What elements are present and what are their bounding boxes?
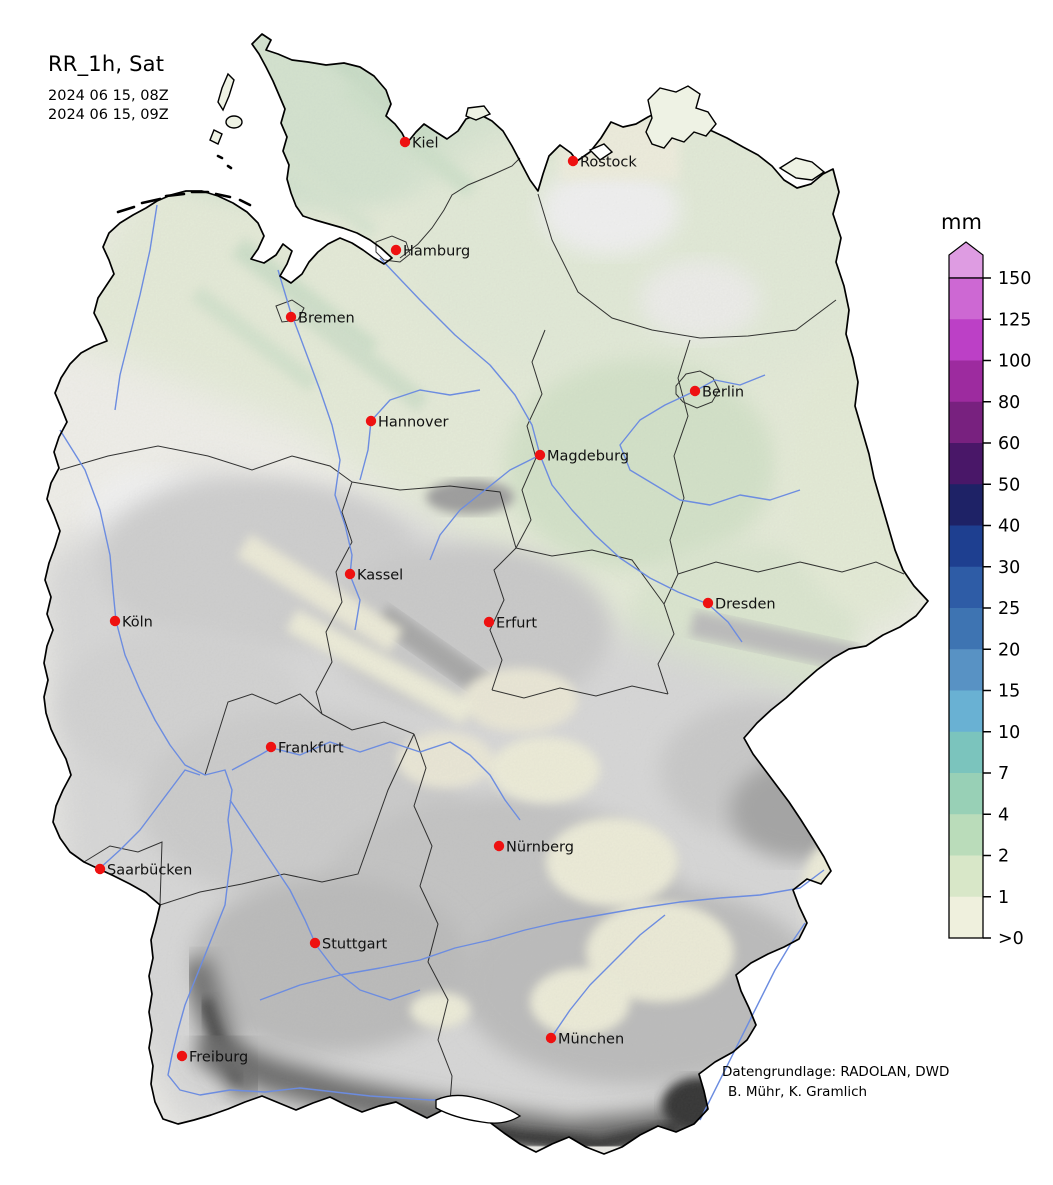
attribution-source: Datengrundlage: RADOLAN, DWD [722, 1064, 950, 1080]
city-marker-rostock [567, 155, 579, 167]
attribution: Datengrundlage: RADOLAN, DWD B. Mühr, K.… [722, 1062, 949, 1102]
city-marker-bremen [285, 311, 297, 323]
city-label-berlin: Berlin [702, 385, 744, 401]
city-marker-erfurt [483, 616, 495, 628]
city-label-hannover: Hannover [378, 415, 449, 431]
colorbar-unit-label: mm [941, 210, 982, 234]
colorbar-tick-label: 4 [998, 805, 1009, 825]
colorbar-segment [949, 525, 983, 568]
city-label-kassel: Kassel [357, 568, 403, 584]
colorbar-tick-label: 1 [998, 888, 1009, 908]
colorbar-overflow-arrow [948, 241, 984, 279]
colorbar-segment [949, 566, 983, 609]
colorbar-tick-label: 15 [998, 682, 1020, 702]
timestamp-end: 2024 06 15, 09Z [48, 107, 169, 123]
colorbar-tick-label: >0 [998, 929, 1024, 949]
attribution-authors: B. Mühr, K. Gramlich [728, 1084, 868, 1100]
city-label-freiburg: Freiburg [189, 1050, 248, 1066]
city-label-frankfurt: Frankfurt [278, 741, 344, 757]
city-marker-frankfurt [265, 741, 277, 753]
city-marker-kiel [399, 136, 411, 148]
colorbar-tick-label: 125 [998, 310, 1031, 330]
city-marker-berlin [689, 385, 701, 397]
colorbar-segment [949, 649, 983, 691]
city-label-köln: Köln [122, 615, 153, 631]
colorbar-tick-label: 80 [998, 393, 1020, 413]
colorbar-tick-label: 50 [998, 475, 1020, 495]
colorbar-segment [949, 855, 983, 898]
city-marker-saarbücken [94, 863, 106, 875]
city-marker-kassel [344, 568, 356, 580]
city-markers-layer: Kiel Rostock Hamburg Bremen Berlin Hannover Ma… [94, 136, 776, 1066]
timestamp-start: 2024 06 15, 08Z [48, 88, 169, 104]
plot-title: RR_1h, Sat [48, 52, 165, 76]
colorbar-segment [949, 896, 983, 939]
colorbar-segment [949, 443, 983, 485]
city-marker-dresden [702, 597, 714, 609]
city-label-erfurt: Erfurt [496, 616, 537, 632]
colorbar-tick-label: 25 [998, 599, 1020, 619]
colorbar-tick-label: 100 [998, 352, 1031, 372]
city-marker-hannover [365, 415, 377, 427]
colorbar: 150 125 100 80 60 50 40 30 25 20 15 10 7 4 2 1 >0 [948, 241, 1031, 949]
colorbar-segment [949, 608, 983, 650]
colorbar-segment [949, 814, 983, 856]
city-marker-hamburg [390, 244, 402, 256]
colorbar-tick-label: 20 [998, 640, 1020, 660]
city-label-hamburg: Hamburg [403, 244, 470, 260]
frisian-islands [116, 154, 252, 214]
city-marker-stuttgart [309, 937, 321, 949]
city-label-bremen: Bremen [298, 311, 355, 327]
city-marker-freiburg [176, 1050, 188, 1062]
colorbar-segment [949, 360, 983, 403]
colorbar-tick-label: 150 [998, 269, 1031, 289]
city-label-magdeburg: Magdeburg [547, 449, 629, 465]
city-marker-nürnberg [493, 840, 505, 852]
colorbar-segment [949, 319, 983, 361]
colorbar-segment [949, 401, 983, 444]
city-label-nürnberg: Nürnberg [506, 840, 574, 856]
colorbar-tick-label: 60 [998, 434, 1020, 454]
islands [209, 72, 826, 181]
city-label-rostock: Rostock [580, 155, 637, 171]
colorbar-tick-label: 7 [998, 764, 1009, 784]
state-borders [59, 157, 905, 1103]
lake-constance [435, 1094, 522, 1124]
colorbar-tick-label: 10 [998, 723, 1020, 743]
colorbar-segment [949, 484, 983, 526]
rivers [59, 204, 825, 1121]
city-label-stuttgart: Stuttgart [322, 937, 388, 953]
city-marker-köln [109, 615, 121, 627]
city-marker-magdeburg [534, 449, 546, 461]
colorbar-segment [949, 690, 983, 733]
city-label-münchen: München [558, 1032, 624, 1048]
colorbar-tick-label: 30 [998, 558, 1020, 578]
colorbar-tick-label: 2 [998, 847, 1009, 867]
colorbar-segment [949, 773, 983, 815]
colorbar-tick-label: 40 [998, 517, 1020, 537]
colorbar-segment [949, 278, 983, 320]
city-label-dresden: Dresden [715, 597, 776, 613]
city-marker-münchen [545, 1032, 557, 1044]
colorbar-segment [949, 731, 983, 774]
city-label-saarbücken: Saarbücken [107, 863, 192, 879]
city-label-kiel: Kiel [412, 136, 439, 152]
